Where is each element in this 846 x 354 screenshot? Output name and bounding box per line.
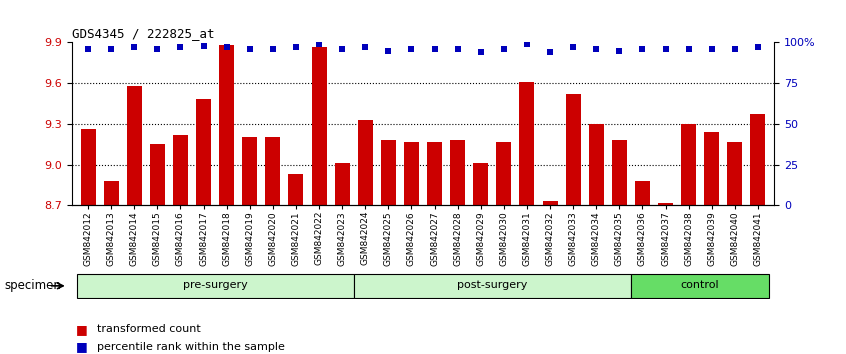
Bar — [354, 274, 631, 298]
Point — [404, 46, 418, 52]
Point — [728, 46, 742, 52]
Bar — [450, 140, 465, 205]
Point — [382, 48, 395, 53]
Point — [243, 46, 256, 52]
Point — [520, 41, 534, 47]
Bar — [635, 181, 650, 205]
Bar — [566, 94, 580, 205]
Point — [173, 45, 187, 50]
Bar — [104, 181, 118, 205]
Point — [543, 50, 557, 55]
Point — [266, 46, 280, 52]
Point — [151, 46, 164, 52]
Bar — [311, 47, 327, 205]
Bar — [288, 174, 304, 205]
Bar — [473, 163, 488, 205]
Bar — [358, 120, 373, 205]
Bar — [242, 137, 257, 205]
Bar — [631, 274, 770, 298]
Point — [682, 46, 695, 52]
Point — [659, 46, 673, 52]
Text: percentile rank within the sample: percentile rank within the sample — [97, 342, 285, 352]
Point — [104, 46, 118, 52]
Bar — [519, 82, 535, 205]
Bar — [196, 99, 211, 205]
Point — [566, 45, 580, 50]
Bar — [589, 124, 604, 205]
Bar — [704, 132, 719, 205]
Point — [428, 46, 442, 52]
Bar — [497, 142, 511, 205]
Bar — [681, 124, 696, 205]
Point — [451, 46, 464, 52]
Text: control: control — [681, 280, 719, 290]
Bar — [658, 202, 673, 205]
Bar — [127, 86, 142, 205]
Text: GDS4345 / 222825_at: GDS4345 / 222825_at — [72, 27, 214, 40]
Point — [635, 46, 649, 52]
Bar — [750, 114, 766, 205]
Bar — [76, 274, 354, 298]
Text: ■: ■ — [76, 323, 88, 336]
Point — [359, 45, 372, 50]
Bar — [381, 140, 396, 205]
Bar — [266, 137, 280, 205]
Point — [197, 43, 211, 48]
Point — [751, 45, 765, 50]
Bar — [335, 163, 349, 205]
Bar — [219, 45, 234, 205]
Bar — [80, 129, 96, 205]
Point — [81, 46, 95, 52]
Text: pre-surgery: pre-surgery — [183, 280, 248, 290]
Text: specimen: specimen — [4, 279, 61, 292]
Point — [289, 45, 303, 50]
Point — [312, 41, 326, 47]
Bar — [427, 142, 442, 205]
Bar — [150, 144, 165, 205]
Text: ■: ■ — [76, 341, 88, 353]
Bar — [728, 142, 742, 205]
Point — [474, 50, 487, 55]
Point — [497, 46, 511, 52]
Text: transformed count: transformed count — [97, 324, 201, 334]
Point — [613, 48, 626, 53]
Point — [128, 45, 141, 50]
Bar — [542, 201, 558, 205]
Bar — [612, 140, 627, 205]
Point — [335, 46, 349, 52]
Bar — [404, 142, 419, 205]
Text: post-surgery: post-surgery — [457, 280, 528, 290]
Point — [220, 45, 233, 50]
Point — [590, 46, 603, 52]
Point — [705, 46, 718, 52]
Bar — [173, 135, 188, 205]
